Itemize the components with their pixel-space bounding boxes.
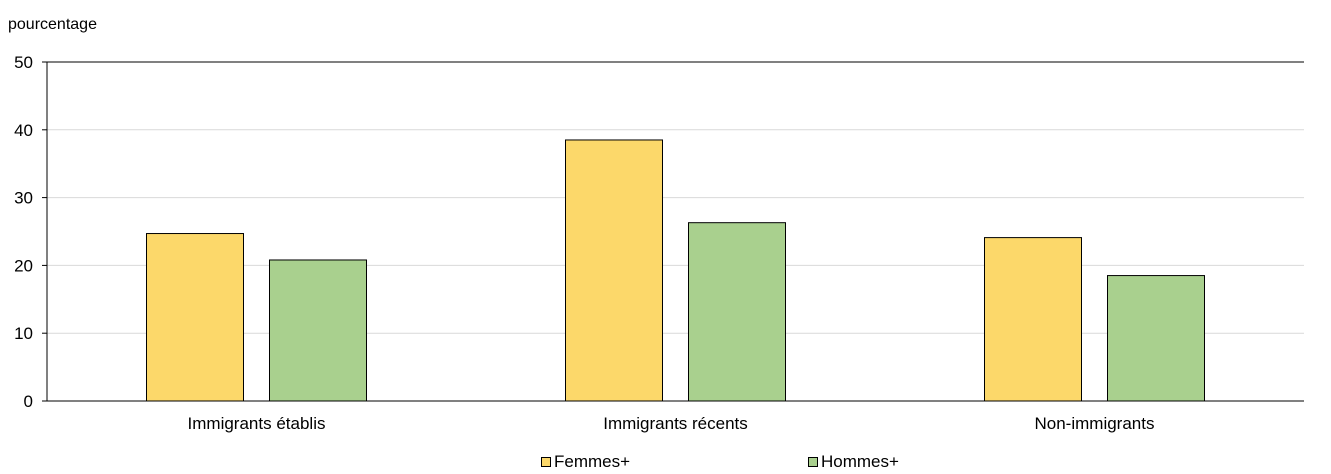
y-axis-ticks: 0 10 20 30 40 50 <box>14 53 33 411</box>
axes <box>42 61 1304 402</box>
gridlines <box>47 129 1304 334</box>
x-tick-label: Immigrants établis <box>188 414 326 433</box>
bar-hommes-2 <box>1107 275 1205 402</box>
x-axis-labels: Immigrants établis Immigrants récents Non-… <box>188 414 1155 433</box>
y-axis-unit-label: pourcentage <box>8 16 97 33</box>
bar-femmes-0 <box>146 233 244 402</box>
bar-femmes-1 <box>565 139 663 402</box>
legend-label-femmes: Femmes+ <box>554 452 631 471</box>
legend-item-hommes: Hommes+ <box>808 452 899 472</box>
y-tick-label: 0 <box>24 392 33 411</box>
legend: Femmes+ Hommes+ <box>0 452 1331 474</box>
bar-hommes-0 <box>269 259 367 402</box>
bar-hommes-1 <box>688 222 786 402</box>
legend-label-hommes: Hommes+ <box>821 452 899 471</box>
legend-swatch-hommes <box>808 457 818 467</box>
y-tick-label: 20 <box>14 256 33 275</box>
legend-item-femmes: Femmes+ <box>541 452 630 472</box>
x-tick-label: Non-immigrants <box>1035 414 1155 433</box>
x-tick-label: Immigrants récents <box>603 414 748 433</box>
y-tick-label: 10 <box>14 324 33 343</box>
bar-femmes-2 <box>984 237 1082 402</box>
legend-swatch-femmes <box>541 457 551 467</box>
y-tick-label: 50 <box>14 53 33 72</box>
bar-chart: pourcentage 0 10 20 30 40 50 Immigrants établ… <box>8 16 1304 433</box>
y-tick-label: 40 <box>14 121 33 140</box>
y-tick-label: 30 <box>14 189 33 208</box>
bars <box>146 139 1205 402</box>
